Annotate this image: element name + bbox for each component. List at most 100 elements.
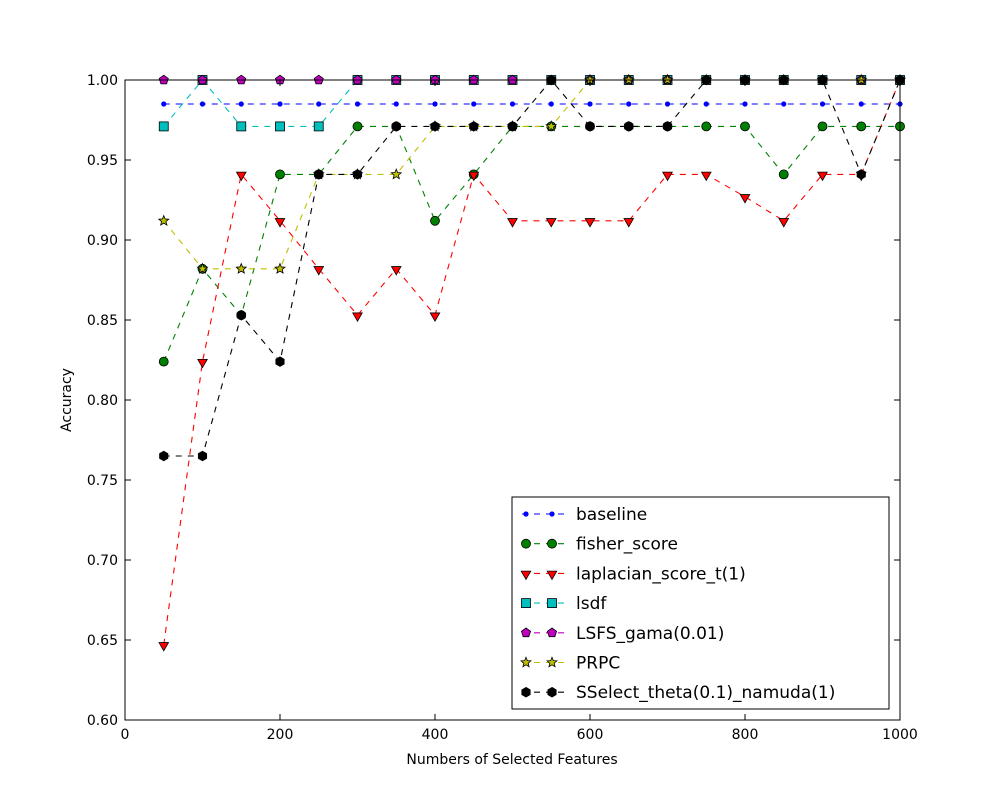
series-0 [161, 101, 903, 107]
x-tick-label: 400 [422, 727, 449, 743]
legend: baseline fisher_score laplacian_score_t(1)… [511, 496, 890, 710]
data-point [161, 101, 167, 107]
legend-label: SSelect_theta(0.1)_namuda(1) [576, 683, 835, 703]
data-point [856, 169, 866, 180]
data-point [432, 101, 438, 107]
data-point [701, 121, 712, 132]
legend-item: PRPC [520, 654, 620, 674]
legend-marker [547, 538, 557, 549]
data-point [742, 101, 748, 107]
legend-item: LSFS_gama(0.01) [520, 624, 724, 644]
legend-marker [520, 627, 532, 638]
data-point [623, 218, 635, 228]
series-line [163, 79, 901, 457]
data-point [352, 312, 363, 323]
data-point [509, 101, 516, 107]
legend-marker [547, 686, 557, 698]
data-point [545, 218, 557, 228]
data-point [739, 194, 751, 204]
x-tick-label: 0 [121, 727, 130, 743]
legend-marker [520, 570, 532, 581]
y-tick-label: 0.75 [87, 473, 118, 489]
legend-item: fisher_score [521, 535, 678, 555]
y-tick-label: 0.95 [87, 153, 118, 169]
data-point [662, 121, 673, 132]
data-point [390, 168, 403, 180]
data-point [199, 101, 206, 107]
data-point [391, 121, 401, 132]
series-line [163, 125, 900, 362]
data-point [819, 101, 826, 107]
data-point [507, 121, 518, 132]
legend-item: SSelect_theta(0.1)_namuda(1) [521, 683, 835, 703]
legend-marker [521, 598, 531, 608]
data-point [316, 101, 322, 107]
data-point [236, 309, 246, 321]
legend-marker [523, 511, 529, 517]
data-point [275, 169, 285, 180]
y-tick-label: 1.00 [87, 73, 118, 89]
data-point [158, 642, 170, 652]
series-line [163, 79, 901, 645]
legend-label: PRPC [576, 654, 620, 674]
data-point [197, 358, 208, 369]
series-2 [158, 77, 906, 652]
data-point [429, 312, 441, 323]
x-tick-label: 200 [267, 727, 294, 743]
legend-marker [520, 656, 532, 668]
data-point [196, 262, 209, 274]
data-point [158, 356, 169, 367]
y-tick-label: 0.80 [87, 393, 118, 409]
legend-item: laplacian_score_t(1) [520, 564, 746, 584]
data-point [545, 120, 558, 132]
data-point [352, 169, 363, 180]
data-point [703, 101, 709, 107]
data-point [236, 121, 247, 132]
data-point [197, 450, 208, 462]
legend-marker [521, 538, 531, 549]
y-tick-label: 0.65 [87, 633, 118, 649]
data-point [314, 169, 324, 180]
data-point [585, 121, 595, 132]
data-point [548, 101, 554, 107]
data-point [157, 214, 170, 226]
legend-label: lsdf [576, 594, 607, 614]
x-axis-title: Numbers of Selected Features [406, 752, 617, 768]
data-point [275, 356, 285, 367]
legend-marker [546, 656, 558, 668]
legend-item: baseline [522, 505, 647, 525]
data-point [275, 121, 285, 132]
data-point [781, 101, 787, 107]
data-point [858, 101, 864, 107]
data-point [274, 218, 286, 228]
data-point [856, 121, 867, 132]
y-axis-title: Accuracy [59, 368, 75, 432]
data-point [238, 101, 244, 107]
y-tick-label: 0.90 [87, 233, 118, 249]
legend-label: LSFS_gama(0.01) [576, 624, 724, 644]
y-tick-label: 0.70 [87, 553, 118, 569]
legend-label: baseline [576, 505, 647, 525]
series-layer [157, 73, 906, 652]
data-point [352, 121, 363, 132]
legend-label: fisher_score [576, 535, 678, 555]
data-point [624, 121, 634, 132]
data-point [313, 266, 325, 276]
data-point [158, 121, 169, 132]
legend-label: laplacian_score_t(1) [576, 564, 746, 584]
data-point [700, 171, 712, 182]
legend-marker [549, 511, 555, 517]
data-point [430, 215, 440, 226]
legend-item: lsdf [521, 594, 607, 614]
data-point [468, 171, 480, 182]
data-point [390, 266, 402, 276]
data-point [662, 171, 673, 182]
ticks-layer: 0 200 400 600 800 1000 0.60 0.65 0.70 0.75 0.80 0.8… [87, 73, 918, 743]
x-tick-label: 600 [577, 727, 604, 743]
data-point [235, 171, 247, 182]
data-point [235, 262, 248, 274]
data-point [664, 101, 671, 107]
data-point [507, 218, 518, 228]
data-point [354, 101, 361, 107]
